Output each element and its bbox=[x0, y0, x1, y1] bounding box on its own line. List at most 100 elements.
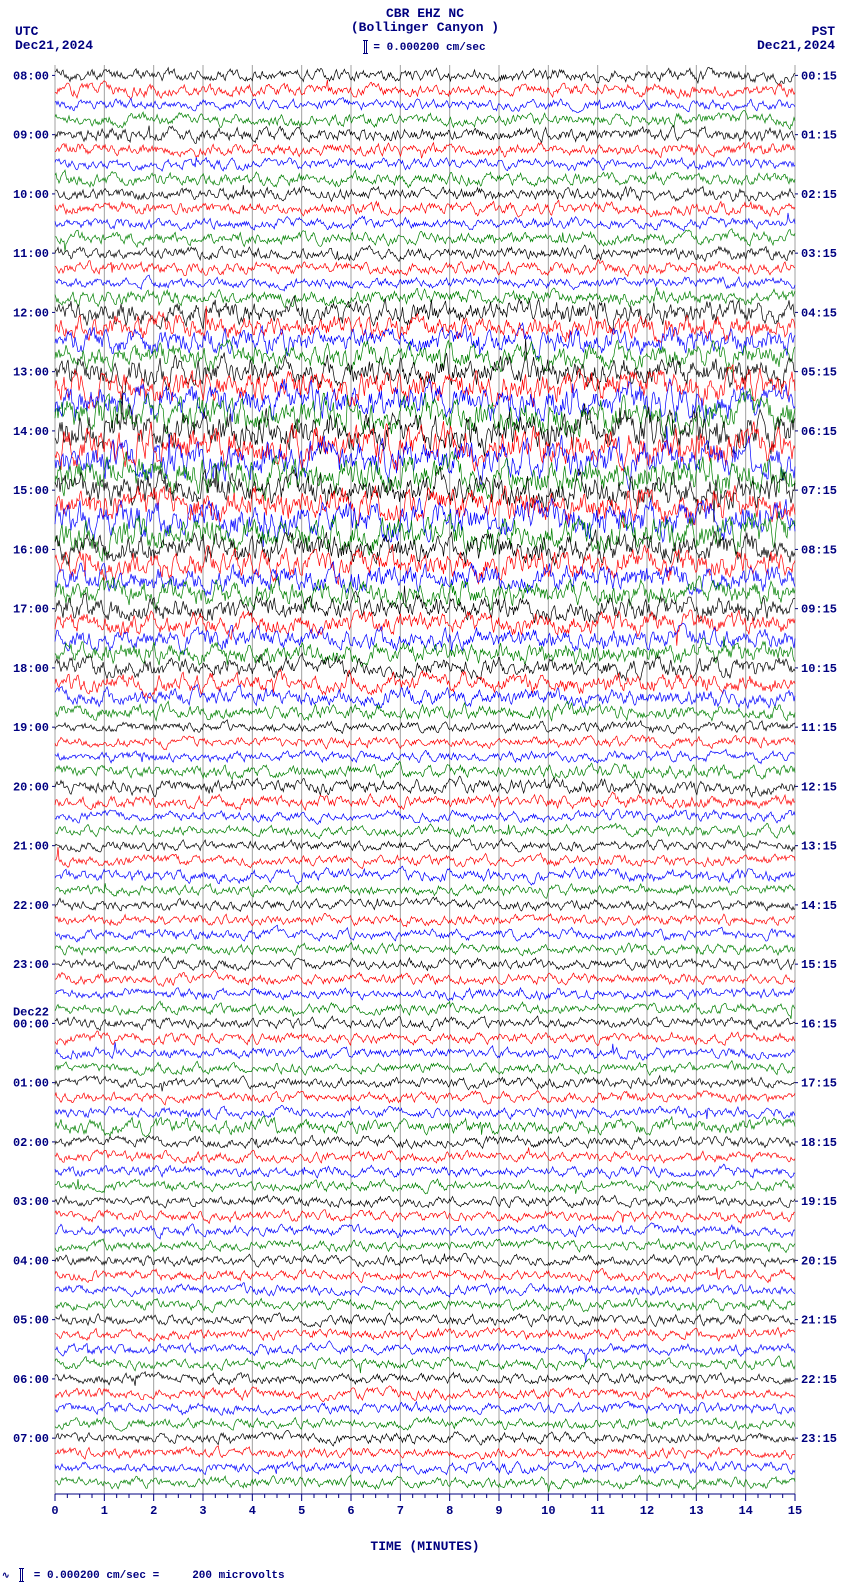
svg-text:Dec22: Dec22 bbox=[13, 1005, 49, 1019]
svg-text:19:15: 19:15 bbox=[801, 1195, 837, 1209]
svg-text:08:15: 08:15 bbox=[801, 543, 837, 557]
trace bbox=[55, 847, 795, 868]
trace bbox=[55, 1313, 795, 1327]
svg-text:02:15: 02:15 bbox=[801, 188, 837, 202]
trace bbox=[55, 1430, 795, 1446]
trace bbox=[55, 170, 795, 187]
svg-text:20:00: 20:00 bbox=[13, 780, 49, 794]
svg-text:11:00: 11:00 bbox=[13, 247, 49, 261]
footer-scale: ∿ = 0.000200 cm/sec = 200 microvolts bbox=[2, 1568, 285, 1582]
trace bbox=[55, 1179, 795, 1194]
svg-text:10:00: 10:00 bbox=[13, 188, 49, 202]
svg-text:3: 3 bbox=[199, 1504, 206, 1518]
trace bbox=[55, 897, 795, 911]
trace bbox=[55, 970, 795, 986]
svg-text:03:15: 03:15 bbox=[801, 247, 837, 261]
svg-text:6: 6 bbox=[347, 1504, 354, 1518]
svg-text:1: 1 bbox=[101, 1504, 108, 1518]
svg-text:15: 15 bbox=[788, 1504, 802, 1518]
svg-text:09:00: 09:00 bbox=[13, 129, 49, 143]
svg-text:01:00: 01:00 bbox=[13, 1077, 49, 1091]
svg-text:21:15: 21:15 bbox=[801, 1314, 837, 1328]
svg-text:11:15: 11:15 bbox=[801, 721, 837, 735]
svg-text:02:00: 02:00 bbox=[13, 1136, 49, 1150]
trace bbox=[55, 1031, 795, 1046]
svg-text:23:15: 23:15 bbox=[801, 1432, 837, 1446]
svg-text:9: 9 bbox=[495, 1504, 502, 1518]
trace bbox=[55, 393, 795, 456]
station-title: CBR EHZ NC bbox=[0, 6, 850, 21]
trace bbox=[55, 987, 795, 1000]
trace bbox=[55, 636, 795, 666]
svg-text:06:15: 06:15 bbox=[801, 425, 837, 439]
trace bbox=[55, 1298, 795, 1313]
trace bbox=[55, 245, 795, 261]
svg-text:14:15: 14:15 bbox=[801, 899, 837, 913]
trace bbox=[55, 809, 795, 824]
svg-text:10:15: 10:15 bbox=[801, 662, 837, 676]
trace bbox=[55, 957, 795, 971]
svg-text:0: 0 bbox=[51, 1504, 58, 1518]
trace bbox=[55, 287, 795, 307]
svg-text:15:00: 15:00 bbox=[13, 484, 49, 498]
svg-text:21:00: 21:00 bbox=[13, 840, 49, 854]
svg-text:05:15: 05:15 bbox=[801, 366, 837, 380]
svg-text:17:15: 17:15 bbox=[801, 1077, 837, 1091]
trace bbox=[55, 1238, 795, 1252]
trace bbox=[55, 925, 795, 942]
svg-text:07:00: 07:00 bbox=[13, 1432, 49, 1446]
trace bbox=[55, 1001, 795, 1019]
svg-text:05:00: 05:00 bbox=[13, 1314, 49, 1328]
svg-text:14:00: 14:00 bbox=[13, 425, 49, 439]
scale-text: = 0.000200 cm/sec bbox=[373, 42, 485, 54]
trace bbox=[55, 185, 795, 201]
svg-text:12:00: 12:00 bbox=[13, 306, 49, 320]
svg-text:04:15: 04:15 bbox=[801, 306, 837, 320]
trace bbox=[55, 792, 795, 810]
svg-text:17:00: 17:00 bbox=[13, 603, 49, 617]
trace bbox=[55, 823, 795, 838]
plot-area: 012345678910111213141508:0000:1509:0001:… bbox=[55, 62, 795, 1524]
svg-text:08:00: 08:00 bbox=[13, 69, 49, 83]
trace bbox=[55, 125, 795, 143]
svg-text:18:15: 18:15 bbox=[801, 1136, 837, 1150]
svg-text:16:15: 16:15 bbox=[801, 1017, 837, 1031]
trace bbox=[55, 1417, 795, 1431]
trace bbox=[55, 1386, 795, 1402]
svg-text:7: 7 bbox=[397, 1504, 404, 1518]
trace bbox=[55, 1253, 795, 1267]
trace bbox=[55, 942, 795, 955]
svg-text:00:15: 00:15 bbox=[801, 69, 837, 83]
svg-text:2: 2 bbox=[150, 1504, 157, 1518]
svg-text:09:15: 09:15 bbox=[801, 603, 837, 617]
svg-text:5: 5 bbox=[298, 1504, 305, 1518]
svg-text:13:00: 13:00 bbox=[13, 366, 49, 380]
trace bbox=[55, 776, 795, 797]
svg-text:20:15: 20:15 bbox=[801, 1254, 837, 1268]
trace bbox=[55, 1475, 795, 1492]
scale-legend: = 0.000200 cm/sec bbox=[0, 40, 850, 54]
seismogram-svg: 012345678910111213141508:0000:1509:0001:… bbox=[55, 62, 795, 1524]
trace bbox=[55, 1164, 795, 1179]
trace bbox=[55, 511, 795, 561]
station-subtitle: (Bollinger Canyon ) bbox=[0, 20, 850, 35]
svg-text:23:00: 23:00 bbox=[13, 958, 49, 972]
svg-text:15:15: 15:15 bbox=[801, 958, 837, 972]
trace bbox=[55, 1356, 795, 1373]
trace bbox=[55, 426, 795, 490]
trace bbox=[55, 1223, 795, 1239]
trace bbox=[55, 1283, 795, 1297]
svg-text:13: 13 bbox=[689, 1504, 703, 1518]
svg-text:22:00: 22:00 bbox=[13, 899, 49, 913]
trace bbox=[55, 749, 795, 763]
trace bbox=[55, 1116, 795, 1137]
trace bbox=[55, 1061, 795, 1076]
trace bbox=[55, 157, 795, 171]
trace bbox=[55, 1091, 795, 1105]
trace bbox=[55, 653, 795, 680]
footer-tiny-trace: ∿ bbox=[2, 1571, 10, 1581]
svg-text:07:15: 07:15 bbox=[801, 484, 837, 498]
svg-text:12: 12 bbox=[640, 1504, 654, 1518]
trace bbox=[55, 1209, 795, 1223]
trace bbox=[55, 1042, 795, 1060]
